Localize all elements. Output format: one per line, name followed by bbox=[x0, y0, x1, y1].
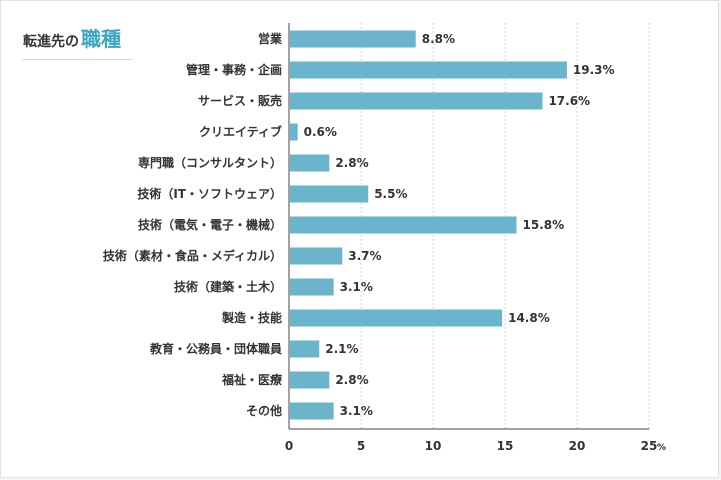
value-label: 14.8% bbox=[508, 311, 550, 325]
x-tick-label: 0 bbox=[285, 439, 293, 453]
value-label: 2.8% bbox=[335, 156, 368, 170]
value-label: 3.7% bbox=[348, 249, 381, 263]
bar bbox=[290, 216, 517, 234]
value-label: 15.8% bbox=[523, 218, 565, 232]
category-label: 営業 bbox=[258, 31, 283, 46]
x-tick-label: 15 bbox=[497, 439, 514, 453]
category-label: 技術（建築・土木） bbox=[174, 279, 282, 294]
category-label: 専門職（コンサルタント） bbox=[138, 155, 282, 170]
category-label: 教育・公務員・団体職員 bbox=[149, 341, 282, 356]
bar bbox=[290, 30, 416, 48]
bar bbox=[290, 402, 334, 420]
value-label: 2.1% bbox=[325, 342, 358, 356]
value-label: 3.1% bbox=[340, 404, 373, 418]
category-label: クリエイティブ bbox=[199, 124, 282, 139]
chart-title: 転進先の 職種 bbox=[23, 23, 121, 52]
category-label: 福祉・医療 bbox=[221, 372, 282, 387]
category-label: 技術（素材・食品・メディカル） bbox=[103, 248, 282, 263]
bar bbox=[290, 278, 334, 296]
x-unit-label: % bbox=[657, 443, 666, 453]
title-divider bbox=[23, 59, 133, 60]
bar bbox=[290, 247, 343, 265]
value-label: 3.1% bbox=[340, 280, 373, 294]
bar bbox=[290, 154, 330, 172]
value-label: 5.5% bbox=[374, 187, 407, 201]
x-tick-label: 5 bbox=[357, 439, 365, 453]
bar bbox=[290, 309, 503, 327]
bar bbox=[290, 371, 330, 389]
title-lead: 転進先の bbox=[23, 34, 79, 50]
title-emphasis: 職種 bbox=[81, 27, 121, 51]
value-label: 8.8% bbox=[422, 32, 455, 46]
bar bbox=[290, 340, 320, 358]
value-label: 0.6% bbox=[304, 125, 337, 139]
bar bbox=[290, 61, 567, 79]
x-tick-label: 10 bbox=[425, 439, 442, 453]
value-label: 2.8% bbox=[335, 373, 368, 387]
value-label: 19.3% bbox=[573, 63, 615, 77]
category-label: 製造・技能 bbox=[221, 310, 282, 325]
x-tick-label: 20 bbox=[569, 439, 586, 453]
category-label: 技術（電気・電子・機械） bbox=[138, 217, 282, 232]
category-label: その他 bbox=[246, 403, 282, 418]
value-label: 17.6% bbox=[548, 94, 590, 108]
bar bbox=[290, 123, 298, 141]
x-tick-label: 25 bbox=[641, 439, 658, 453]
category-label: サービス・販売 bbox=[198, 93, 282, 108]
bar bbox=[290, 92, 543, 110]
category-label: 管理・事務・企画 bbox=[186, 62, 282, 77]
category-label: 技術（IT・ソフトウェア） bbox=[137, 186, 282, 201]
bar bbox=[290, 185, 369, 203]
